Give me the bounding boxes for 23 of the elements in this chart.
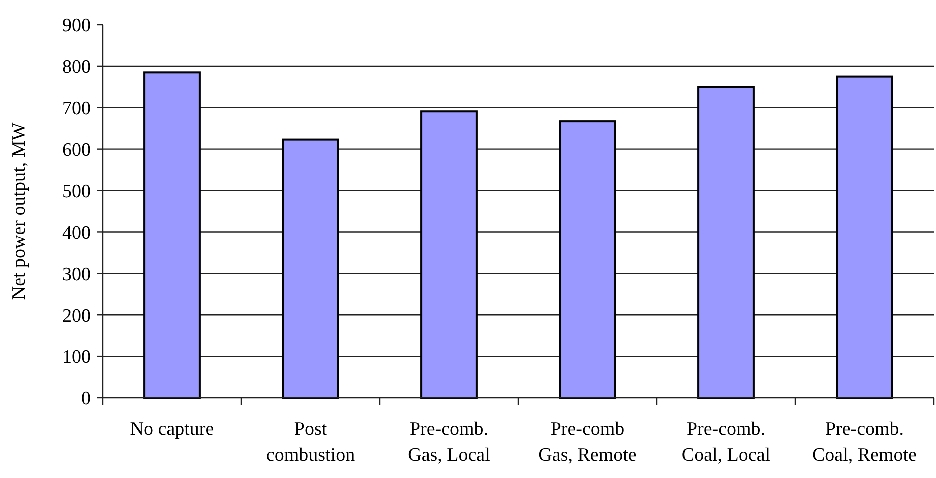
x-tick-label: Pre-comb. Coal, Local [682, 419, 771, 466]
y-tick-label: 400 [62, 222, 91, 244]
y-tick-label: 300 [62, 264, 91, 286]
x-tick-label: Pre-comb Gas, Remote [538, 419, 637, 466]
y-tick-label: 500 [62, 181, 91, 202]
y-tick-label: 200 [62, 306, 91, 327]
x-tick-label: Pre-comb. Gas, Local [408, 419, 490, 466]
bar [836, 76, 894, 399]
y-tick-label: 0 [82, 388, 91, 410]
x-tick-label: No capture [130, 419, 214, 440]
bar [144, 72, 201, 399]
bar [420, 110, 478, 399]
bar [559, 120, 616, 399]
y-tick-label: 800 [62, 57, 91, 78]
y-axis-title: Net power output, MW [9, 122, 30, 300]
y-tick-label: 700 [62, 98, 91, 120]
bar [698, 86, 755, 399]
bar [282, 138, 340, 399]
y-tick-label: 900 [62, 16, 91, 37]
x-tick-label: Post combustion [266, 419, 356, 466]
y-tick-label: 600 [62, 140, 91, 161]
y-tick-label: 100 [62, 347, 91, 368]
x-tick-label: Pre-comb. Coal, Remote [812, 419, 917, 466]
